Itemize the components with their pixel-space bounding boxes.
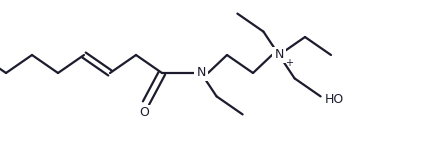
Text: HO: HO bbox=[325, 93, 344, 106]
Text: N: N bbox=[196, 66, 206, 79]
Text: N: N bbox=[274, 48, 284, 61]
Text: O: O bbox=[139, 106, 149, 119]
Text: +: + bbox=[285, 58, 293, 68]
